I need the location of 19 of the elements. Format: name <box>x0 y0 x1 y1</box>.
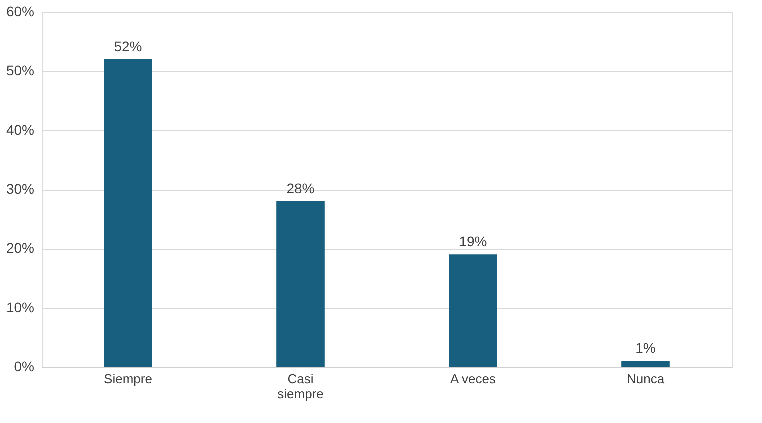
data-label: 19% <box>459 234 488 250</box>
y-tick-label: 30% <box>6 181 34 197</box>
bar <box>622 361 670 367</box>
y-tick-label: 20% <box>6 240 34 256</box>
y-tick-label: 10% <box>6 299 34 316</box>
y-tick-label: 50% <box>6 62 34 79</box>
y-tick-label: 60% <box>6 4 34 20</box>
x-tick-label: Nunca <box>626 372 666 386</box>
bar <box>449 254 498 367</box>
bar <box>276 201 325 367</box>
x-tick-label: Casi siempre <box>278 372 324 402</box>
y-tick-label: 40% <box>6 122 34 138</box>
data-label: 1% <box>636 340 656 356</box>
x-tick-label: A veces <box>450 372 497 386</box>
x-tick-label: Siempre <box>104 372 152 386</box>
data-label: 52% <box>114 38 142 54</box>
y-tick-label: 0% <box>14 358 34 374</box>
data-label: 28% <box>286 180 315 196</box>
bar <box>104 59 152 367</box>
